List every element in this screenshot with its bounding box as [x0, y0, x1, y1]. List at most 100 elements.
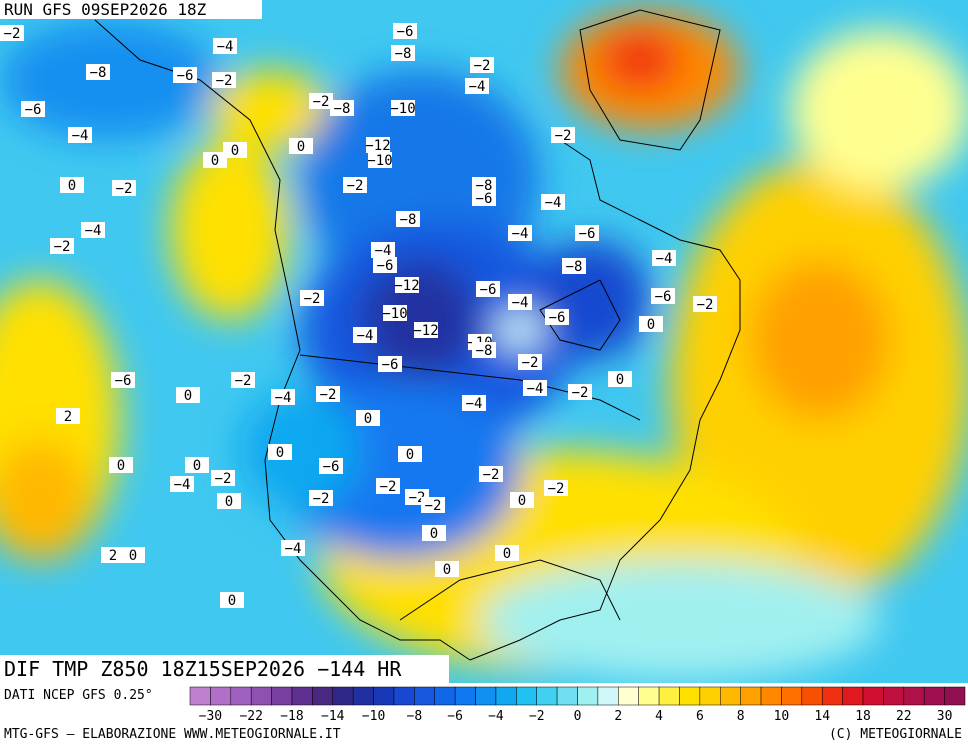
data-source: DATI NCEP GFS 0.25°: [4, 688, 153, 703]
contour-label: −6: [549, 310, 566, 326]
legend-swatch: [740, 686, 762, 706]
legend-swatch: [475, 686, 497, 706]
legend-swatch: [495, 686, 517, 706]
contour-label: −4: [174, 477, 191, 493]
contour-label: −6: [377, 258, 394, 274]
contour-label-bg: [510, 492, 534, 508]
contour-label: −6: [476, 191, 493, 207]
contour-label: −2: [572, 385, 589, 401]
legend-swatch: [862, 686, 884, 706]
legend-swatch: [658, 686, 680, 706]
contour-label: −6: [480, 282, 497, 298]
contour-label: 2: [109, 548, 117, 564]
contour-label-bg: [383, 305, 407, 321]
contour-label-bg: [575, 225, 599, 241]
contour-label-bg: [391, 45, 415, 61]
contour-label-bg: [391, 100, 415, 116]
contour-label-bg: [56, 408, 80, 424]
contour-label: −2: [555, 128, 572, 144]
contour-label: 0: [228, 593, 236, 609]
contour-label: −6: [323, 459, 340, 475]
legend-swatch: [414, 686, 435, 706]
contour-label-bg: [639, 316, 663, 332]
contour-label: 2: [64, 409, 72, 425]
contour-label: −2: [425, 498, 442, 514]
contour-label-bg: [330, 100, 354, 116]
contour-label: −6: [25, 102, 42, 118]
contour-label: 0: [129, 548, 137, 564]
contour-label: 0: [193, 458, 201, 474]
contour-label: −4: [275, 390, 292, 406]
run-title: RUN GFS 09SEP2026 18Z: [4, 0, 207, 19]
contour-label: −8: [334, 101, 351, 117]
contour-label: −4: [85, 223, 102, 239]
contour-label: −2: [697, 297, 714, 313]
contour-label: 0: [231, 143, 239, 159]
legend-swatch: [618, 686, 639, 706]
contour-label: −2: [522, 355, 539, 371]
contour-label: −4: [357, 328, 374, 344]
contour-label-bg: [545, 309, 569, 325]
contour-label: −8: [400, 212, 417, 228]
contour-label: −2: [347, 178, 364, 194]
contour-label-bg: [300, 290, 324, 306]
contour-label-bg: [86, 64, 110, 80]
contour-label: 0: [117, 458, 125, 474]
contour-label-bg: [217, 493, 241, 509]
contour-label-bg: [368, 152, 392, 168]
contour-label-bg: [60, 177, 84, 193]
legend-label: 22: [896, 709, 912, 724]
legend-swatch: [189, 686, 211, 706]
contour-label: 0: [225, 494, 233, 510]
contour-label-bg: [316, 386, 340, 402]
contour-label: −6: [177, 68, 194, 84]
contour-label-bg: [465, 78, 489, 94]
contour-label-bg: [479, 466, 503, 482]
contour-label-bg: [544, 480, 568, 496]
contour-label-bg: [508, 225, 532, 241]
contour-label-bg: [309, 93, 333, 109]
contour-label-bg: [81, 222, 105, 238]
contour-label: −2: [483, 467, 500, 483]
contour-label-bg: [651, 288, 675, 304]
contour-label-bg: [231, 372, 255, 388]
contour-label: 0: [364, 411, 372, 427]
legend-swatch: [250, 686, 272, 706]
contour-label: −4: [527, 381, 544, 397]
contour-label: −4: [466, 396, 483, 412]
contour-label-bg: [541, 194, 565, 210]
contour-label: −4: [375, 243, 392, 259]
contour-label: −6: [115, 373, 132, 389]
contour-label-bg: [422, 525, 446, 541]
contour-label: 0: [430, 526, 438, 542]
contour-label-bg: [435, 561, 459, 577]
contour-label: −2: [235, 373, 252, 389]
legend-label: 6: [696, 709, 704, 724]
contour-label-bg: [472, 177, 496, 193]
contour-label: 0: [276, 445, 284, 461]
legend-swatch: [903, 686, 925, 706]
contour-label-bg: [393, 23, 417, 39]
legend-label: −4: [488, 709, 504, 724]
contour-label-bg: [268, 444, 292, 460]
contour-label-bg: [68, 127, 92, 143]
contour-label-bg: [470, 57, 494, 73]
legend-label: −30: [199, 709, 222, 724]
legend-swatch: [434, 686, 456, 706]
contour-label-bg: [176, 387, 200, 403]
contour-label-bg: [373, 257, 397, 273]
contour-label: −4: [656, 251, 673, 267]
contour-label: 0: [297, 139, 305, 155]
contour-label: −12: [394, 278, 419, 294]
contour-label-bg: [472, 342, 496, 358]
legend-label: 14: [814, 709, 830, 724]
legend-swatch: [271, 686, 293, 706]
contour-label: −12: [365, 138, 390, 154]
legend-label: −14: [321, 709, 345, 724]
legend-label: 30: [937, 709, 953, 724]
contour-label-bg: [353, 327, 377, 343]
legend-swatch: [699, 686, 721, 706]
contour-label-bg: [693, 296, 717, 312]
contour-label: −2: [313, 491, 330, 507]
